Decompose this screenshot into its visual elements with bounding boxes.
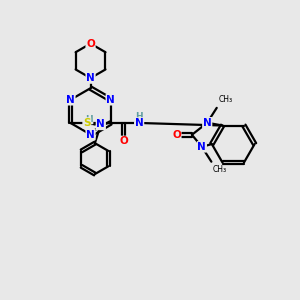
Text: N: N [86, 130, 95, 140]
Text: N: N [197, 142, 206, 152]
Text: N: N [66, 95, 75, 105]
Text: O: O [172, 130, 181, 140]
Text: H: H [135, 112, 143, 121]
Text: H: H [85, 115, 93, 124]
Text: N: N [96, 119, 105, 129]
Text: O: O [119, 136, 128, 146]
Text: N: N [135, 118, 143, 128]
Text: N: N [86, 73, 95, 83]
Text: N: N [203, 118, 212, 128]
Text: CH₃: CH₃ [213, 165, 227, 174]
Text: O: O [86, 39, 95, 49]
Text: CH₃: CH₃ [218, 95, 232, 104]
Text: S: S [83, 118, 91, 128]
Text: N: N [106, 95, 115, 105]
